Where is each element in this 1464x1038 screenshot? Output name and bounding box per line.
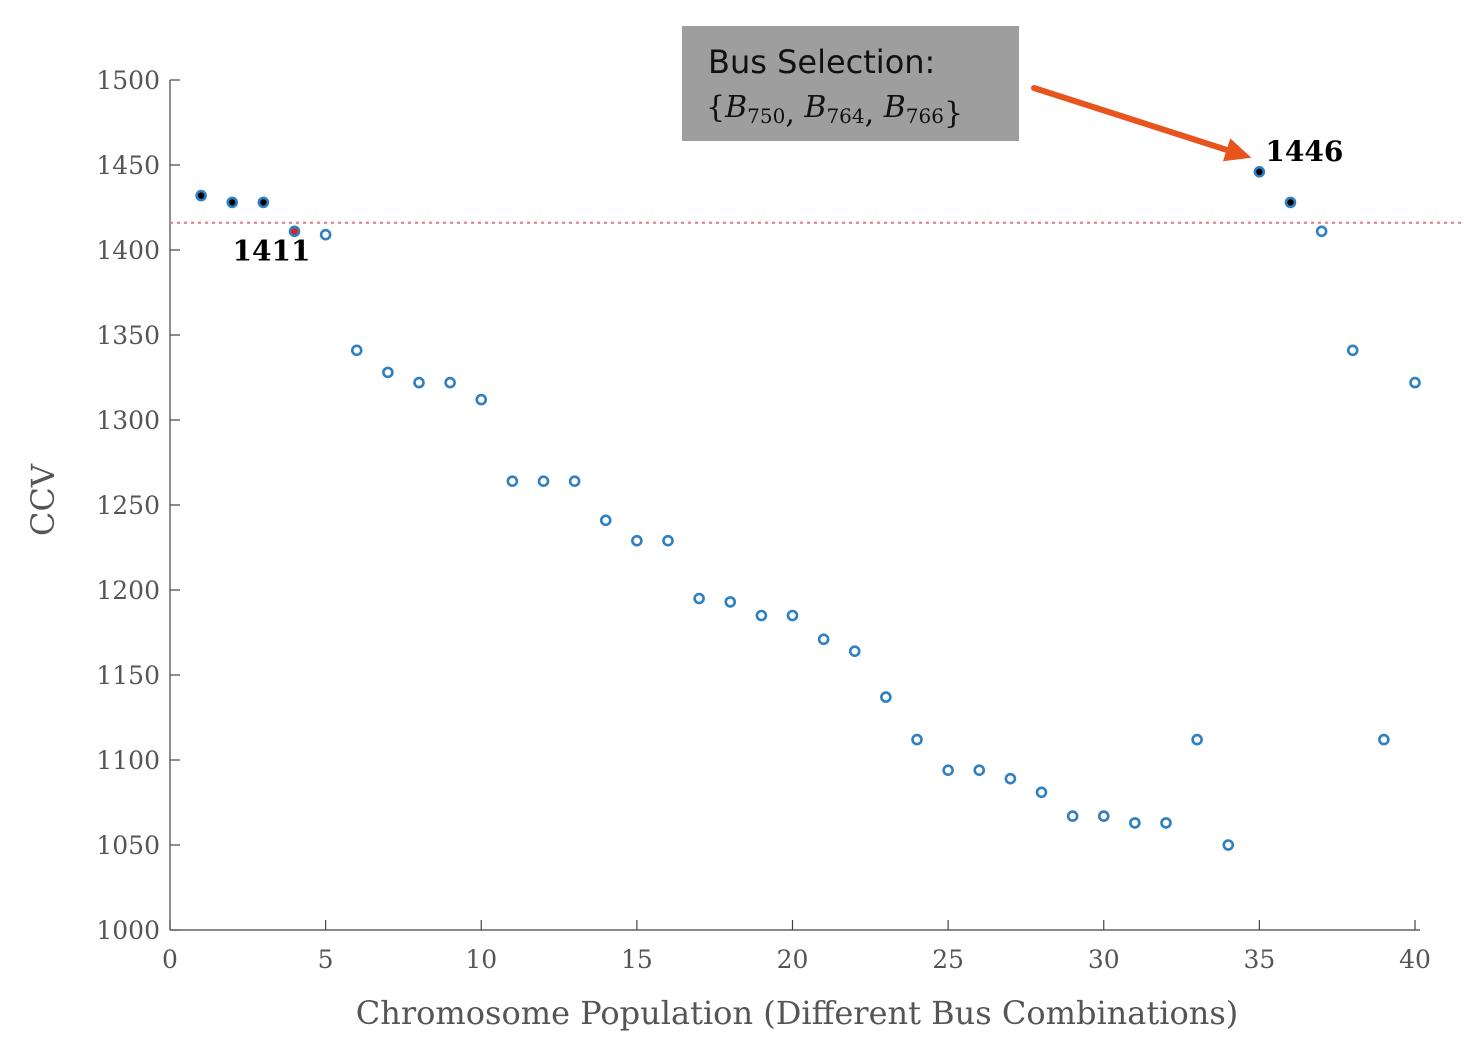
callout-arrow-head bbox=[1222, 138, 1252, 162]
data-point bbox=[1284, 196, 1297, 209]
callout-arrow-shaft bbox=[1031, 85, 1230, 153]
x-tick-label: 5 bbox=[318, 945, 334, 974]
data-point bbox=[506, 475, 519, 488]
data-point bbox=[1035, 786, 1048, 799]
data-point bbox=[195, 189, 207, 202]
data-point bbox=[288, 225, 301, 238]
y-tick-label: 1200 bbox=[96, 576, 160, 605]
callout-box bbox=[682, 26, 1019, 141]
x-tick-label: 30 bbox=[1088, 945, 1120, 974]
y-tick-label: 1050 bbox=[96, 831, 160, 860]
data-point bbox=[1378, 733, 1390, 746]
data-point bbox=[631, 534, 643, 547]
data-point bbox=[599, 514, 612, 527]
annotation-label: 1446 bbox=[1265, 135, 1343, 168]
x-tick-label: 0 bbox=[162, 945, 178, 974]
data-point bbox=[226, 196, 239, 209]
x-tick-label: 40 bbox=[1399, 945, 1431, 974]
data-point bbox=[1066, 810, 1079, 822]
data-point bbox=[1253, 166, 1266, 178]
x-tick-label: 25 bbox=[932, 945, 964, 974]
y-tick-label: 1250 bbox=[96, 491, 160, 520]
data-point bbox=[1004, 772, 1017, 785]
data-point bbox=[1346, 344, 1359, 357]
callout-text-span: 764 bbox=[826, 104, 864, 128]
y-tick-label: 1100 bbox=[96, 746, 160, 775]
callout-text-span: 750 bbox=[747, 104, 785, 128]
callout-text-span: 766 bbox=[906, 104, 944, 128]
data-point bbox=[786, 609, 799, 622]
data-points bbox=[195, 166, 1421, 851]
callout-text-span: B bbox=[724, 90, 747, 125]
data-point bbox=[942, 764, 954, 777]
y-tick-label: 1000 bbox=[96, 916, 160, 945]
y-tick-label: 1450 bbox=[96, 151, 160, 180]
y-tick-label: 1500 bbox=[96, 66, 160, 95]
data-point bbox=[350, 344, 363, 357]
callout-text-span: B bbox=[883, 90, 906, 125]
data-point bbox=[1160, 817, 1172, 829]
data-point bbox=[568, 475, 581, 488]
data-point bbox=[382, 366, 394, 379]
data-point bbox=[662, 534, 674, 547]
y-tick-label: 1400 bbox=[96, 236, 160, 265]
x-tick-label: 20 bbox=[777, 945, 809, 974]
y-tick-label: 1350 bbox=[96, 321, 160, 350]
callout-bus-list: {B750, B764, B766} bbox=[706, 90, 963, 131]
data-point bbox=[537, 475, 550, 488]
annotations: 1411 1446 bbox=[233, 135, 1344, 267]
data-point bbox=[1097, 810, 1110, 822]
data-point bbox=[817, 633, 830, 646]
y-tick-label: 1150 bbox=[96, 661, 160, 690]
data-point bbox=[1409, 376, 1421, 389]
data-point bbox=[973, 764, 986, 777]
data-point bbox=[1129, 817, 1141, 829]
data-point bbox=[880, 691, 892, 703]
data-point bbox=[693, 592, 705, 605]
data-point bbox=[1222, 839, 1235, 851]
callout-title: Bus Selection: bbox=[708, 43, 935, 81]
y-axis-title: CCV bbox=[24, 463, 62, 536]
data-point bbox=[257, 196, 270, 209]
data-point bbox=[755, 609, 768, 622]
callout-text-span: , bbox=[865, 96, 884, 131]
axes: 0 5 10 15 20 25 30 35 40 1000 1050 1100 1150 1200 1250… bbox=[96, 66, 1431, 974]
callout-text-span: , bbox=[785, 96, 804, 131]
data-point bbox=[911, 733, 923, 746]
x-tick-label: 35 bbox=[1243, 945, 1275, 974]
data-point bbox=[724, 596, 737, 608]
y-tick-label: 1300 bbox=[96, 406, 160, 435]
annotation-label: 1411 bbox=[233, 234, 311, 267]
data-point bbox=[475, 393, 488, 406]
data-point bbox=[413, 376, 425, 389]
data-point bbox=[1315, 225, 1328, 238]
data-point bbox=[1191, 733, 1203, 746]
callout-text-span: { bbox=[706, 90, 725, 125]
callout: Bus Selection:{B750, B764, B766} bbox=[682, 26, 1252, 162]
x-tick-label: 10 bbox=[465, 945, 497, 974]
x-tick-label: 15 bbox=[621, 945, 653, 974]
data-point bbox=[444, 376, 456, 389]
x-axis-title: Chromosome Population (Different Bus Com… bbox=[356, 994, 1238, 1032]
data-point bbox=[848, 645, 861, 658]
callout-text-span: } bbox=[944, 96, 963, 131]
callout-text-span: B bbox=[803, 90, 826, 125]
data-point bbox=[319, 228, 332, 241]
